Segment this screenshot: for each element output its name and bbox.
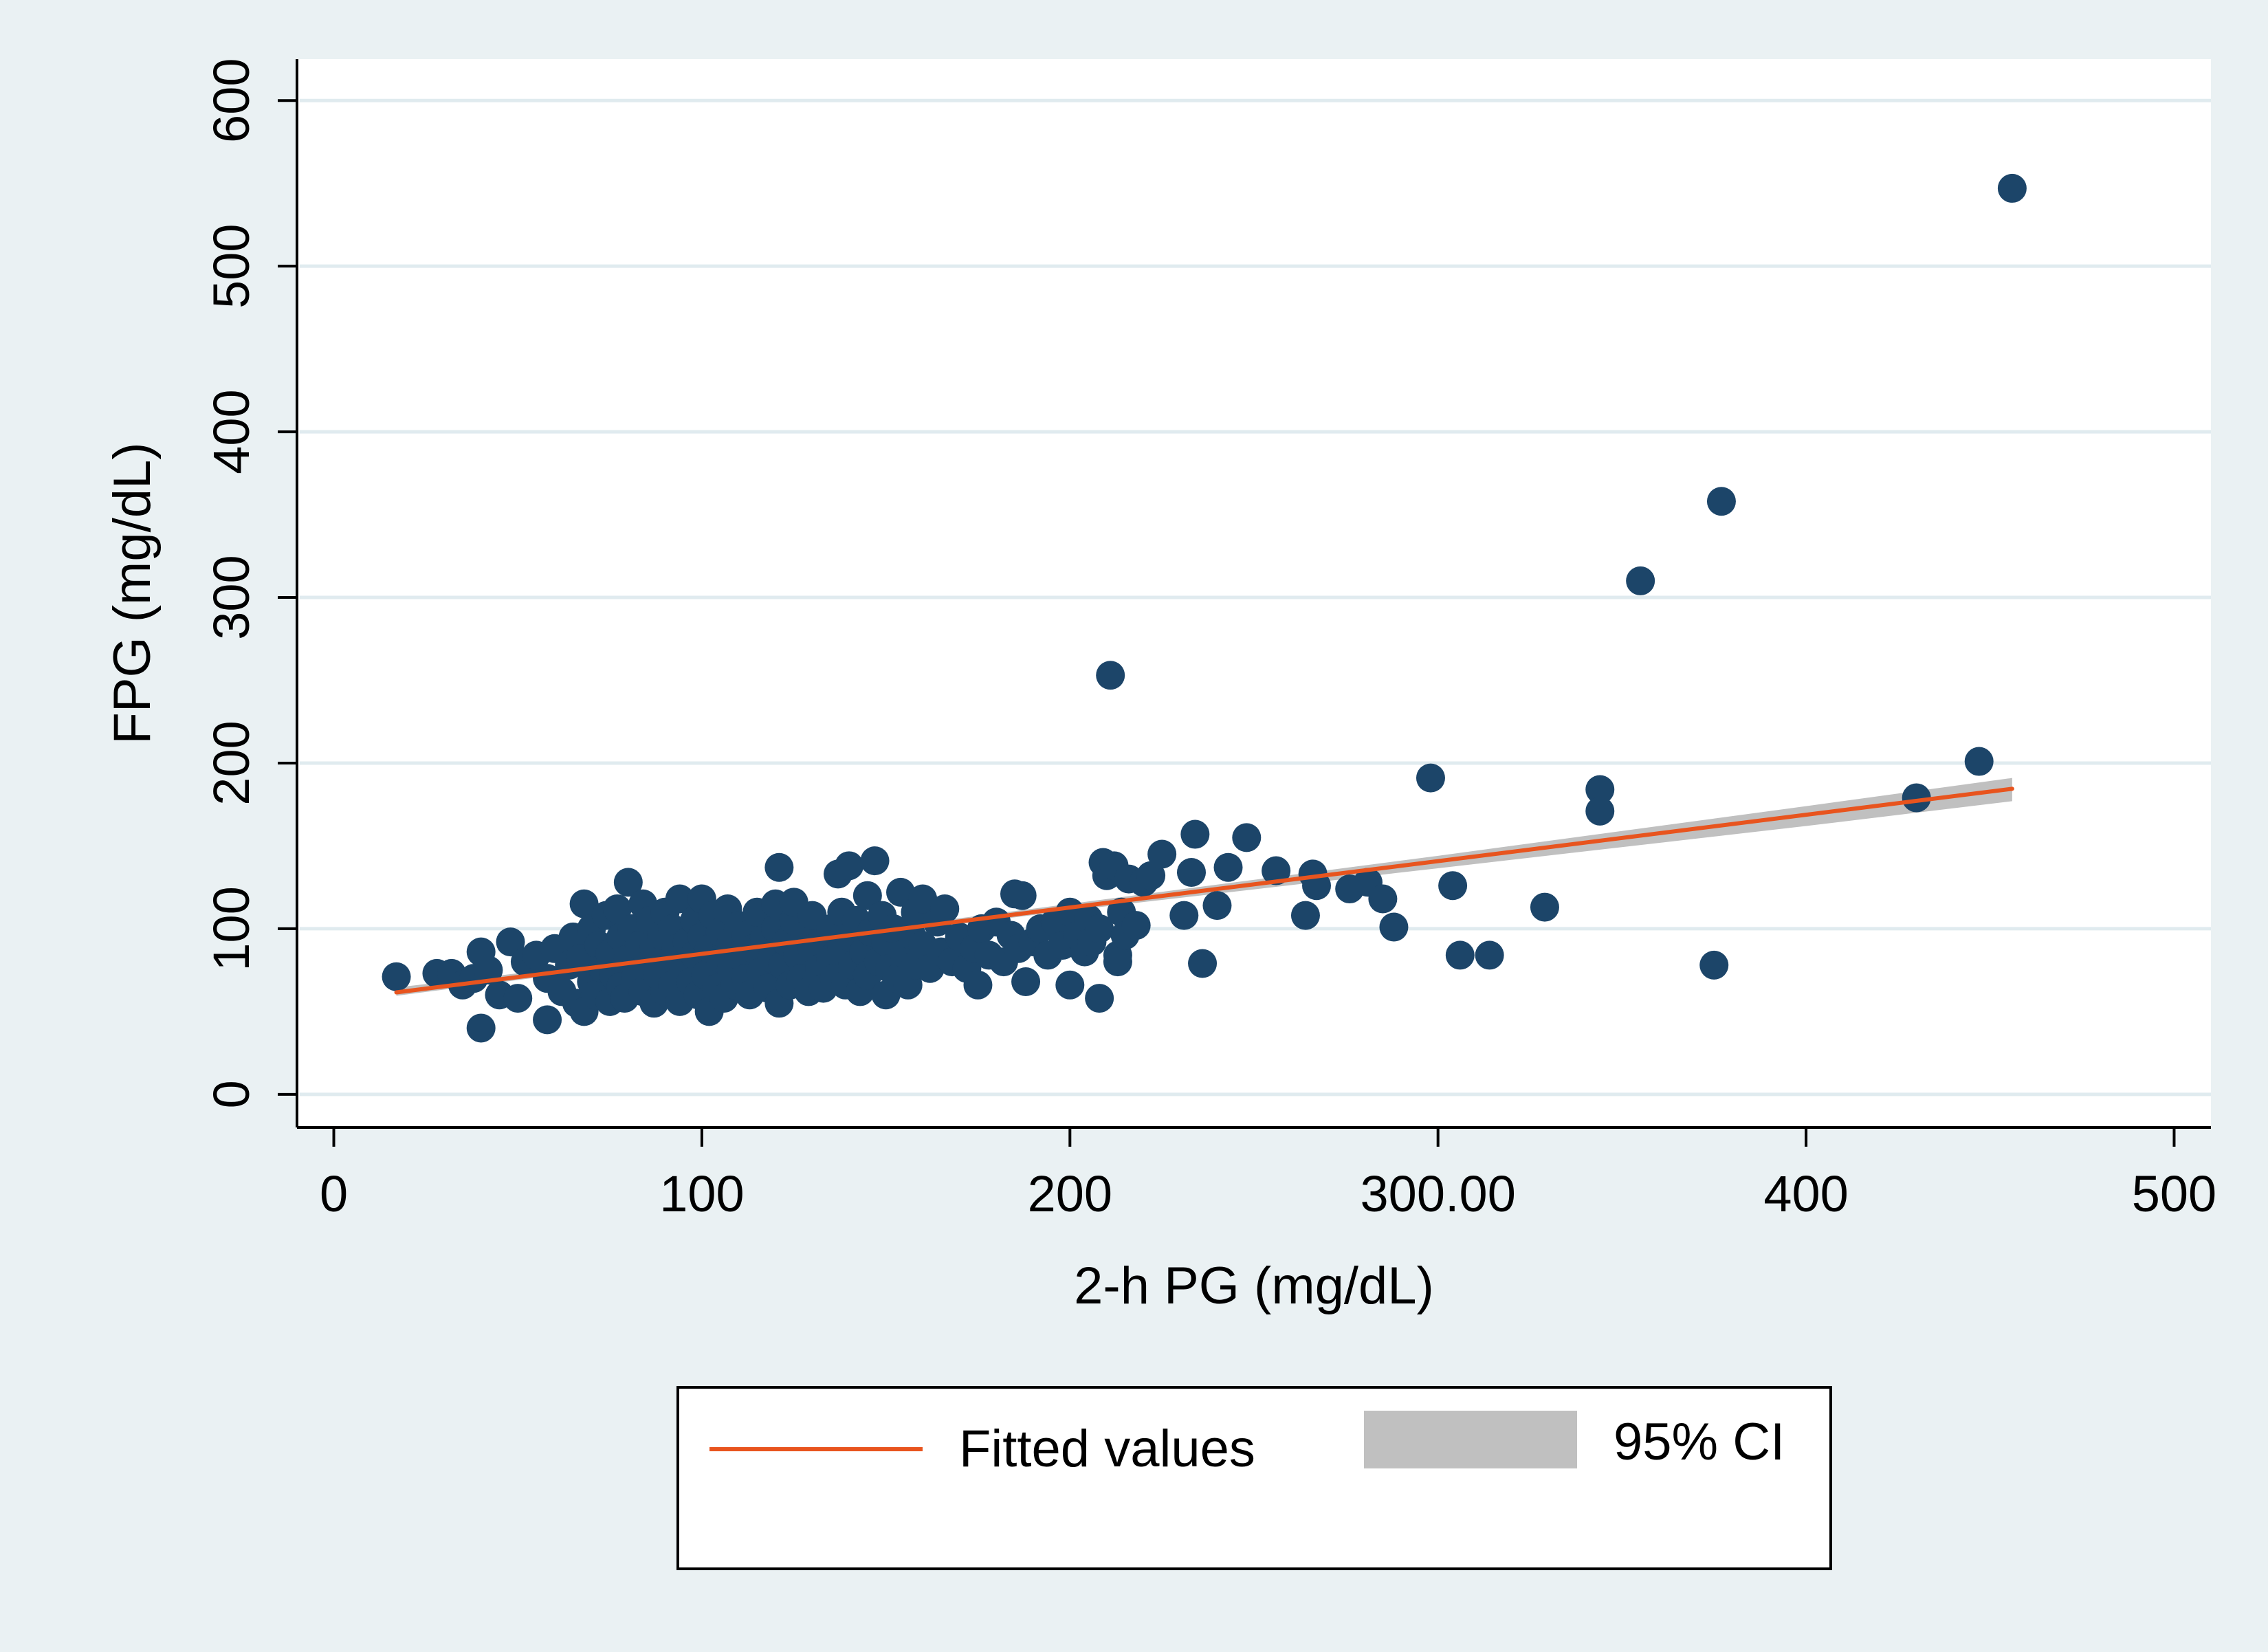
data-point-184: [1180, 819, 1210, 849]
data-point-207: [1902, 783, 1931, 813]
data-point-182: [1169, 901, 1199, 930]
data-point-195: [1368, 884, 1398, 914]
y-tick-label-100: 100: [203, 886, 260, 971]
y-tick-label-300: 300: [203, 555, 260, 639]
data-point-91: [764, 852, 794, 882]
data-point-155: [1011, 967, 1041, 996]
data-point-197: [1416, 763, 1445, 793]
data-point-114: [835, 851, 864, 881]
legend-ci-swatch: [1364, 1411, 1577, 1468]
data-point-208: [1964, 747, 1994, 776]
data-point-146: [963, 970, 993, 1000]
data-point-199: [1445, 940, 1475, 970]
data-point-122: [860, 846, 890, 876]
data-point-32: [602, 894, 632, 923]
y-tick-label-600: 600: [203, 58, 260, 142]
data-point-174: [1103, 947, 1132, 977]
data-point-13: [533, 1005, 562, 1035]
data-point-205: [1699, 950, 1729, 980]
data-point-154: [1007, 881, 1037, 910]
y-tick-label-400: 400: [203, 389, 260, 474]
y-axis-ticks: 0 100 200 300 400 500 600: [203, 58, 297, 1108]
data-point-180: [1136, 861, 1166, 890]
x-tick-label-0: 0: [320, 1165, 348, 1222]
axes: [296, 59, 2211, 1129]
data-point-171: [1096, 661, 1125, 690]
data-point-186: [1202, 891, 1232, 921]
data-point-9: [496, 927, 525, 957]
data-point-185: [1188, 949, 1218, 978]
y-tick-label-0: 0: [203, 1080, 260, 1108]
fitted-line: [394, 786, 2014, 995]
data-point-188: [1232, 823, 1262, 852]
data-point-5: [466, 1013, 496, 1043]
x-tick-label-400: 400: [1763, 1165, 1848, 1222]
data-point-10: [503, 984, 533, 1013]
data-point-37: [613, 868, 643, 897]
legend-label-fitted-values: Fitted values: [959, 1420, 1255, 1478]
data-point-178: [1121, 911, 1151, 940]
data-point-209: [1997, 173, 2027, 203]
x-tick-label-100: 100: [659, 1165, 744, 1222]
data-point-183: [1176, 857, 1206, 887]
x-tick-label-500: 500: [2132, 1165, 2216, 1222]
data-point-187: [1213, 852, 1243, 882]
y-tick-label-200: 200: [203, 720, 260, 805]
legend-label-95-ci: 95% CI: [1614, 1413, 1785, 1471]
x-tick-label-300: 300.00: [1361, 1165, 1516, 1222]
grid-lines: [300, 98, 2211, 1097]
data-point-130: [886, 877, 916, 907]
legend: Fitted values 95% CI: [676, 1386, 1832, 1570]
data-point-119: [852, 881, 882, 910]
data-point-22: [569, 889, 599, 918]
y-axis-title: FPG (mg/dL): [103, 442, 162, 744]
data-point-168: [1085, 914, 1114, 943]
data-point-202: [1585, 775, 1615, 804]
x-tick-label-200: 200: [1028, 1165, 1112, 1222]
data-point-141: [930, 894, 960, 923]
data-point-200: [1475, 940, 1504, 970]
data-point-56: [665, 884, 694, 914]
data-point-189: [1262, 856, 1291, 885]
data-point-136: [908, 884, 938, 914]
x-axis-ticks: 0 100 200 300.00 400 500: [320, 1127, 2216, 1222]
data-point-201: [1530, 892, 1559, 922]
data-points: [382, 173, 2027, 1043]
y-tick-label-500: 500: [203, 223, 260, 308]
data-point-181: [1147, 839, 1177, 869]
data-point-7: [474, 956, 503, 985]
data-point-206: [1706, 487, 1736, 516]
legend-box: [676, 1386, 1832, 1570]
data-point-204: [1626, 566, 1655, 595]
data-point-203: [1585, 796, 1615, 826]
data-point-196: [1379, 912, 1409, 942]
data-point-161: [1055, 970, 1085, 1000]
x-axis-title: 2-h PG (mg/dL): [1074, 1257, 1434, 1315]
data-point-190: [1290, 901, 1320, 930]
data-point-198: [1438, 871, 1468, 901]
fit-line-layer: [394, 786, 2014, 995]
data-point-167: [1085, 984, 1114, 1013]
data-point-0: [382, 962, 411, 991]
